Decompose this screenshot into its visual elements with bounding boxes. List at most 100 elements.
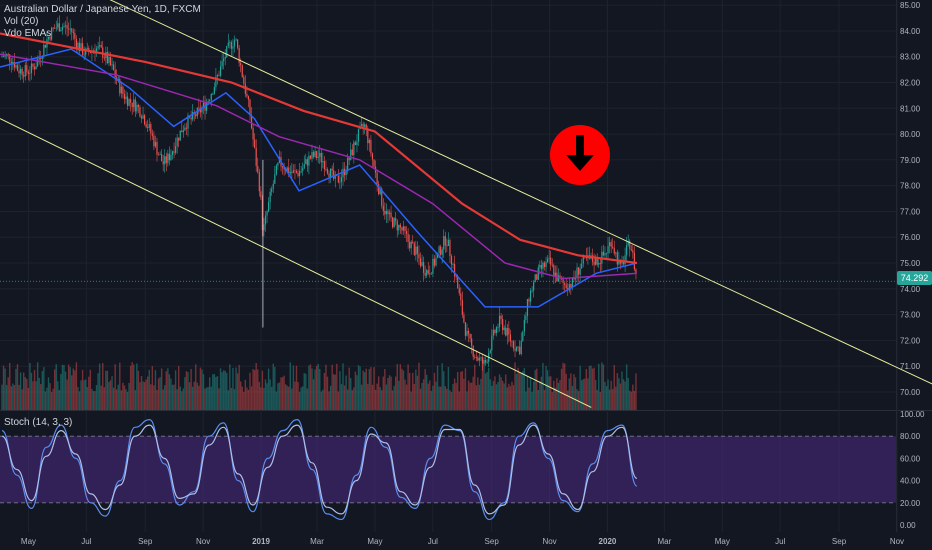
candle-body bbox=[250, 115, 253, 129]
volume-bar bbox=[596, 389, 598, 410]
volume-bar bbox=[235, 367, 237, 410]
volume-bar bbox=[591, 368, 594, 410]
candle-body bbox=[412, 241, 414, 244]
volume-bar bbox=[536, 368, 538, 410]
volume-bar bbox=[424, 368, 426, 410]
volume-bar bbox=[619, 383, 622, 410]
candle-body bbox=[534, 274, 536, 283]
volume-bar bbox=[30, 372, 33, 410]
candle-body bbox=[404, 226, 406, 232]
candle-body bbox=[258, 172, 260, 192]
candle-body bbox=[463, 314, 465, 323]
candle-body bbox=[21, 68, 23, 76]
volume-bar bbox=[128, 382, 130, 410]
candle-body bbox=[302, 168, 304, 171]
candle-body bbox=[440, 246, 442, 255]
volume-bar bbox=[548, 376, 550, 410]
volume-bar bbox=[288, 386, 290, 410]
volume-bar bbox=[111, 376, 113, 410]
volume-bar bbox=[191, 386, 194, 410]
candle-body bbox=[69, 28, 71, 30]
candle-body bbox=[331, 168, 333, 171]
volume-bar bbox=[495, 384, 498, 410]
y-tick-label: 84.00 bbox=[900, 27, 921, 36]
volume-bar bbox=[269, 379, 271, 410]
volume-bar bbox=[593, 367, 595, 410]
candle-body bbox=[340, 177, 343, 182]
volume-bar bbox=[432, 385, 434, 410]
candle-body bbox=[260, 191, 262, 198]
candle-body bbox=[95, 48, 98, 54]
volume-bar bbox=[356, 375, 358, 410]
candle-body bbox=[32, 63, 34, 67]
volume-bar bbox=[202, 374, 205, 410]
stoch-label: Stoch (14, 3, 3) bbox=[4, 417, 73, 428]
candle-body bbox=[269, 191, 271, 203]
candle-body bbox=[472, 345, 474, 357]
candle-body bbox=[219, 66, 222, 76]
volume-bar bbox=[522, 371, 524, 410]
candle-body bbox=[461, 300, 463, 315]
volume-bar bbox=[44, 391, 47, 410]
volume-bar bbox=[405, 384, 408, 410]
volume-bar bbox=[483, 362, 485, 410]
candle-body bbox=[26, 65, 28, 72]
volume-bar bbox=[182, 388, 185, 410]
volume-bar bbox=[150, 384, 152, 410]
volume-bar bbox=[329, 385, 332, 410]
volume-bar bbox=[205, 387, 208, 410]
candle-body bbox=[131, 102, 133, 108]
candle-body bbox=[531, 290, 533, 292]
volume-bar bbox=[523, 368, 526, 410]
volume-bar bbox=[453, 378, 456, 410]
candle-body bbox=[153, 135, 155, 147]
candle-body bbox=[281, 166, 284, 168]
candle-body bbox=[47, 36, 50, 40]
volume-bar bbox=[131, 362, 133, 410]
volume-bar bbox=[156, 389, 158, 410]
candle-body bbox=[198, 107, 200, 109]
candle-body bbox=[263, 224, 265, 231]
candle-body bbox=[213, 87, 215, 94]
candle-body bbox=[378, 183, 380, 195]
candle-body bbox=[216, 75, 219, 77]
volume-bar bbox=[539, 381, 541, 410]
candle-body bbox=[283, 167, 285, 170]
candle-body bbox=[111, 64, 113, 66]
candle-body bbox=[514, 348, 516, 351]
candle-body bbox=[40, 58, 42, 59]
candle-body bbox=[227, 42, 229, 46]
volume-bar bbox=[103, 387, 105, 410]
volume-bar bbox=[119, 362, 121, 410]
volume-bar bbox=[418, 362, 420, 410]
volume-bar bbox=[7, 377, 9, 410]
candle-body bbox=[516, 346, 518, 351]
volume-bar bbox=[201, 369, 203, 410]
ema-line bbox=[0, 32, 638, 265]
candle-body bbox=[370, 139, 372, 154]
volume-bar bbox=[309, 364, 312, 410]
candle-body bbox=[410, 241, 412, 249]
volume-bar bbox=[370, 367, 372, 410]
candle-body bbox=[509, 334, 511, 342]
candle-body bbox=[398, 224, 400, 231]
volume-bar bbox=[470, 382, 473, 410]
candle-body bbox=[415, 246, 417, 255]
candle-body bbox=[610, 242, 612, 247]
candle-body bbox=[441, 249, 443, 255]
candle-body bbox=[226, 45, 228, 58]
candle-body bbox=[525, 315, 527, 320]
x-tick-label: Jul bbox=[775, 537, 785, 546]
candle-body bbox=[123, 93, 126, 100]
volume-bar bbox=[187, 372, 189, 410]
volume-bar bbox=[402, 370, 405, 410]
volume-bar bbox=[354, 371, 357, 410]
candle-body bbox=[314, 151, 316, 157]
candle-body bbox=[49, 36, 51, 40]
candle-body bbox=[533, 282, 535, 291]
candle-body bbox=[578, 267, 580, 275]
y-tick-label: 85.00 bbox=[900, 1, 921, 10]
candle-body bbox=[68, 28, 70, 30]
volume-bar bbox=[385, 384, 388, 410]
